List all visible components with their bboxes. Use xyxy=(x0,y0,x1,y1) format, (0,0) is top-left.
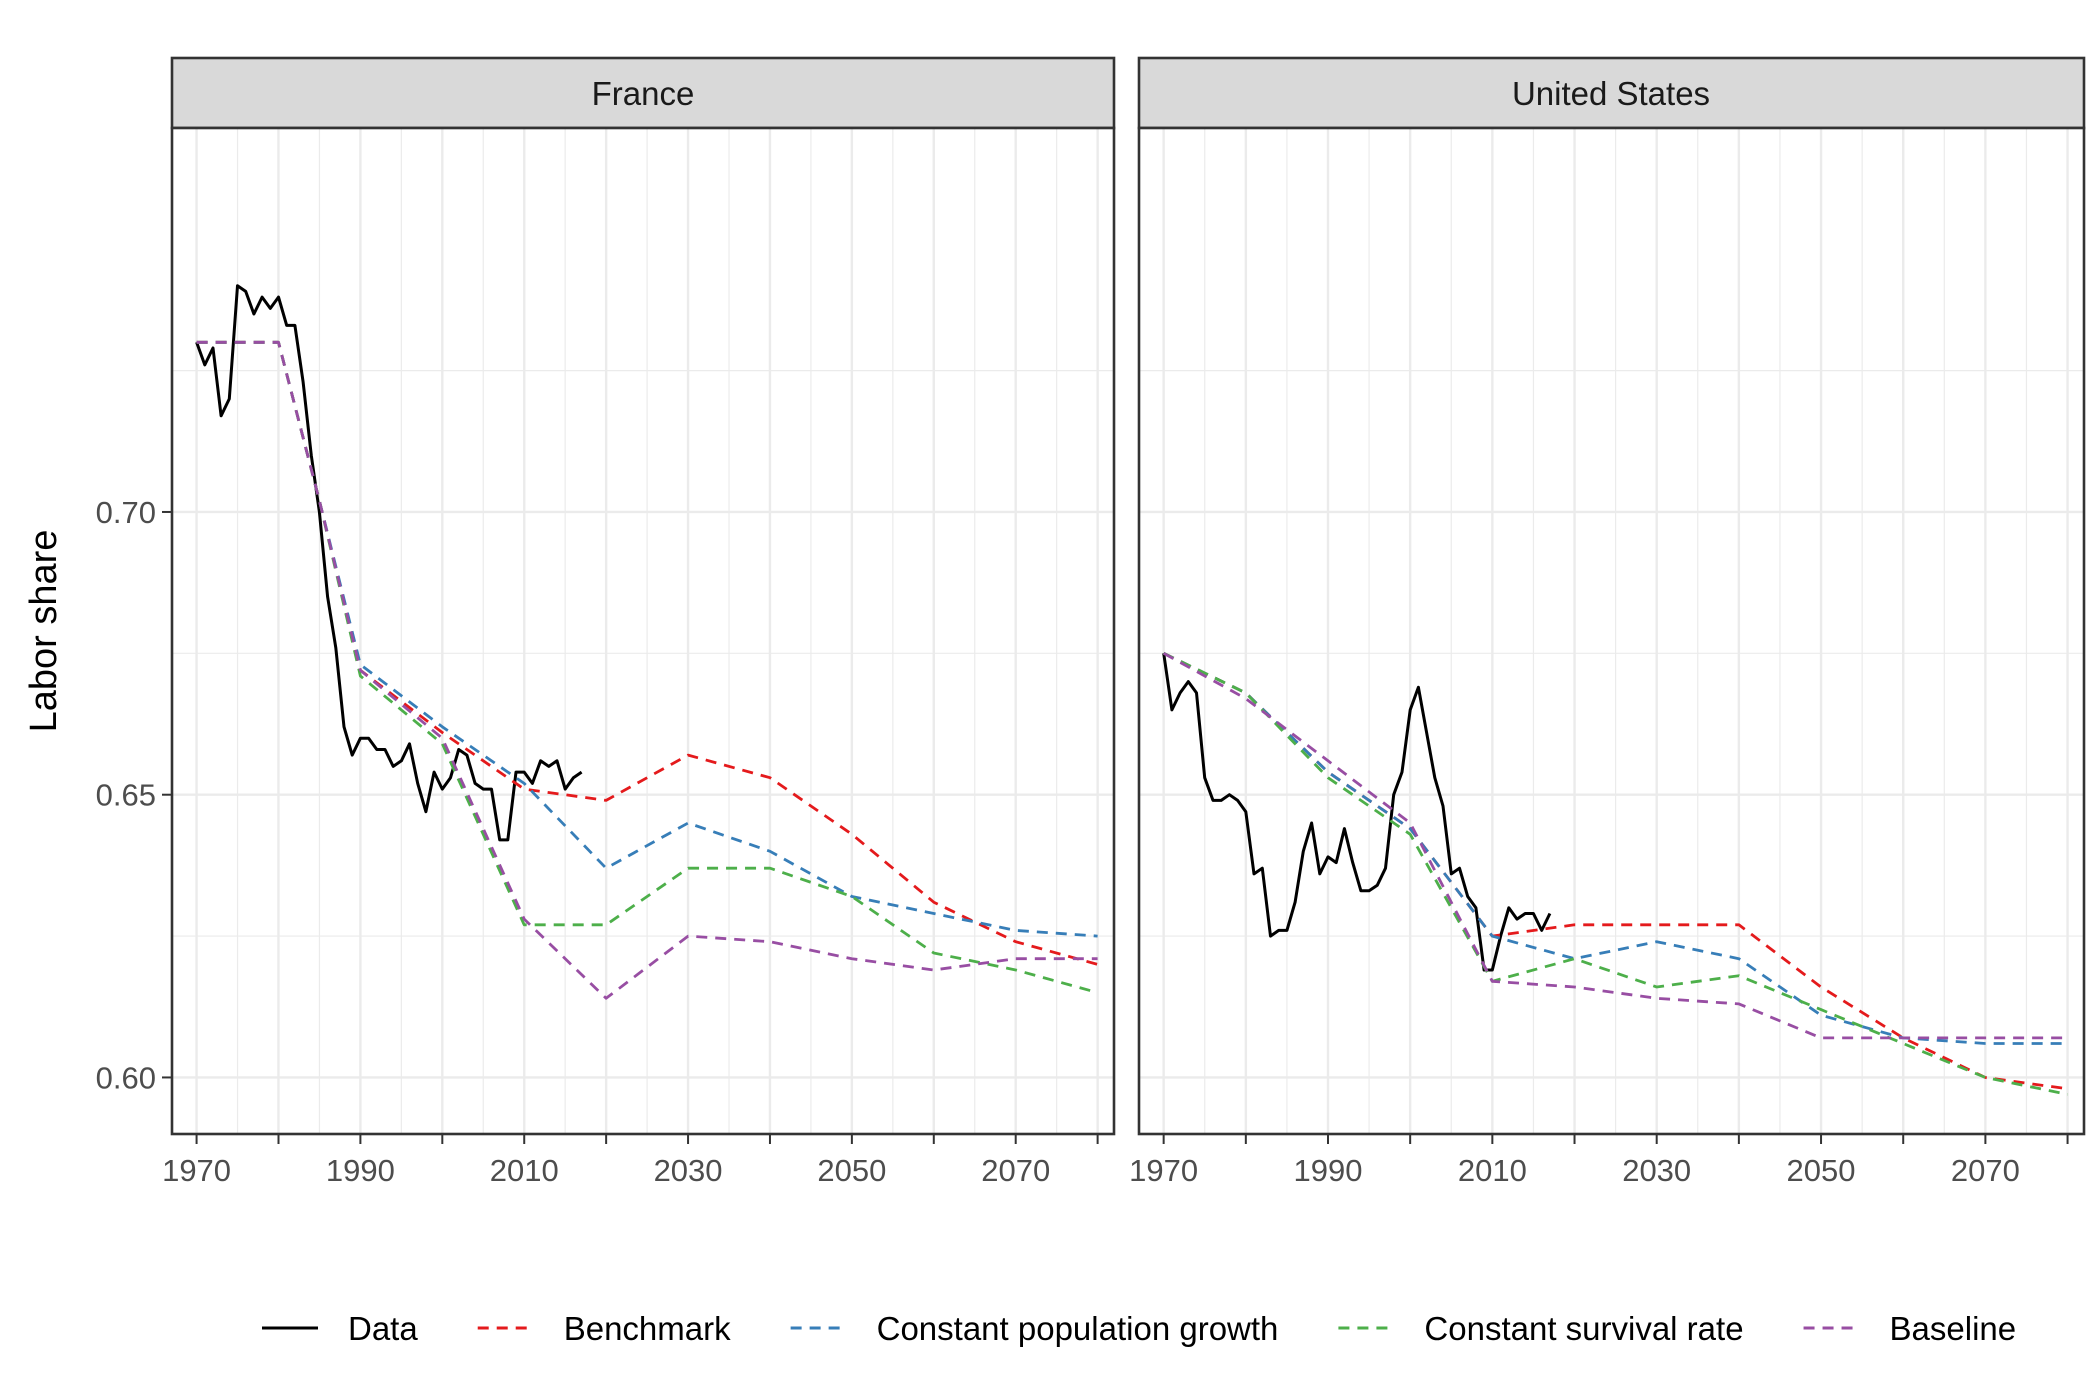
plot-area xyxy=(172,128,1114,1134)
y-tick-label: 0.60 xyxy=(96,1060,156,1095)
legend-label: Baseline xyxy=(1890,1310,2017,1347)
x-tick-label: 2010 xyxy=(490,1153,559,1188)
plot-border xyxy=(170,126,1116,1136)
legend-label: Constant survival rate xyxy=(1424,1310,1743,1347)
legend-item-baseline: Baseline xyxy=(1803,1310,2017,1347)
y-axis-title: Labor share xyxy=(23,530,65,733)
x-tick-label: 2030 xyxy=(654,1153,723,1188)
x-tick-label: 2050 xyxy=(1787,1153,1856,1188)
series-line-benchmark xyxy=(1163,652,2068,1091)
y-tick-label: 0.70 xyxy=(96,495,156,530)
series-line-baseline xyxy=(196,340,1098,1000)
x-tick-label: 1990 xyxy=(326,1153,395,1188)
legend-item-benchmark: Benchmark xyxy=(477,1310,731,1347)
panel-title: United States xyxy=(1512,75,1710,112)
series-line-benchmark xyxy=(196,340,1098,966)
legend-item-constant-population-growth: Constant population growth xyxy=(790,1310,1279,1347)
series-line-constant-population-growth xyxy=(196,340,1098,938)
panel-france: France 1970 1990 2010 2030 2050 2070 0.60 0.65… xyxy=(96,56,1116,1188)
panel-strip xyxy=(1137,56,2086,130)
x-tick-label: 1970 xyxy=(162,1153,231,1188)
x-tick-label: 2010 xyxy=(1458,1153,1527,1188)
panel-title: France xyxy=(592,75,695,112)
panel-strip xyxy=(170,56,1116,130)
x-tick-label: 1990 xyxy=(1294,1153,1363,1188)
y-axis: 0.60 0.65 0.70 xyxy=(96,495,172,1095)
gridlines xyxy=(1139,128,2084,1134)
legend-label: Data xyxy=(348,1310,418,1347)
series-lines xyxy=(195,284,1098,1000)
x-tick-label: 2070 xyxy=(1951,1153,2020,1188)
x-tick-label: 2050 xyxy=(817,1153,886,1188)
y-tick-label: 0.65 xyxy=(96,778,156,813)
legend-item-constant-survival-rate: Constant survival rate xyxy=(1338,1310,1744,1347)
x-tick-label: 2030 xyxy=(1622,1153,1691,1188)
series-line-data xyxy=(195,284,583,842)
series-line-constant-survival-rate xyxy=(196,340,1098,994)
legend: Data Benchmark Constant population growth C… xyxy=(262,1310,2016,1347)
x-axis: 1970 1990 2010 2030 2050 2070 xyxy=(162,1134,1099,1188)
legend-label: Constant population growth xyxy=(877,1310,1279,1347)
legend-label: Benchmark xyxy=(564,1310,731,1347)
gridlines xyxy=(172,128,1114,1134)
series-line-baseline xyxy=(1163,652,2068,1040)
series-lines xyxy=(1162,652,2068,1096)
x-tick-label: 1970 xyxy=(1129,1153,1198,1188)
legend-item-data: Data xyxy=(262,1310,418,1347)
plot-area xyxy=(1139,128,2084,1134)
x-axis: 1970 1990 2010 2030 2050 2070 xyxy=(1129,1134,2069,1188)
x-tick-label: 2070 xyxy=(981,1153,1050,1188)
panel-united-states: United States 1970 1990 2010 2030 2050 2070 xyxy=(1129,56,2086,1188)
plot-border xyxy=(1137,126,2086,1136)
